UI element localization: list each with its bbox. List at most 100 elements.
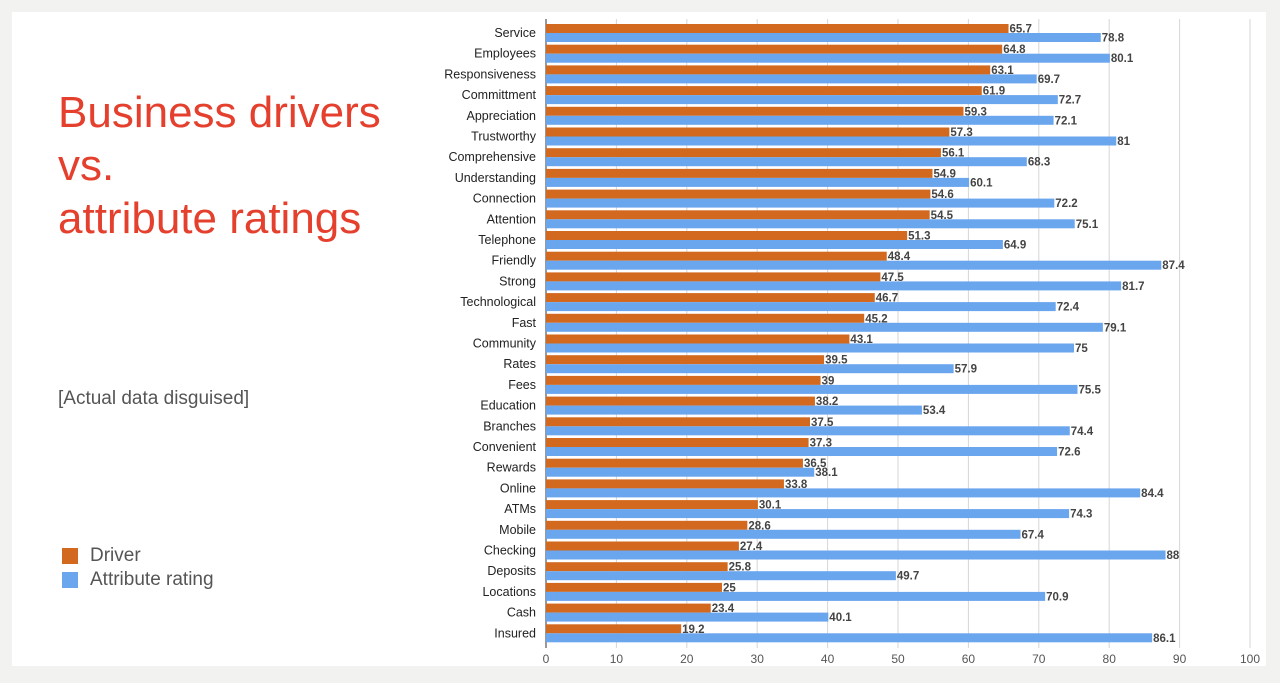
- driver-bar-insured: [546, 624, 682, 634]
- attribute-value-label-rates: 57.9: [955, 364, 977, 376]
- title-line-3: attribute ratings: [58, 194, 362, 243]
- driver-bar-checking: [546, 541, 739, 551]
- driver-bar-fees: [546, 375, 821, 385]
- driver-value-label-checking: 27.4: [740, 541, 763, 553]
- driver-bar-fast: [546, 313, 865, 323]
- driver-bar-attention: [546, 210, 930, 220]
- attribute-value-label-friendly: 87.4: [1162, 260, 1185, 272]
- attribute-bar-employees: [546, 53, 1110, 63]
- attribute-value-label-online: 84.4: [1141, 488, 1164, 500]
- x-tick-label-30: 30: [751, 652, 765, 666]
- driver-value-label-employees: 64.8: [1003, 44, 1026, 56]
- driver-value-label-attention: 54.5: [931, 210, 954, 222]
- driver-bar-friendly: [546, 251, 887, 261]
- driver-bar-branches: [546, 417, 810, 427]
- attribute-value-label-fast: 79.1: [1104, 322, 1127, 334]
- category-label-telephone: Telephone: [478, 233, 536, 247]
- x-tick-label-90: 90: [1173, 652, 1187, 666]
- category-label-connection: Connection: [473, 192, 536, 206]
- category-label-insured: Insured: [494, 626, 536, 640]
- attribute-value-label-convenient: 72.6: [1058, 447, 1080, 459]
- attribute-bar-strong: [546, 281, 1122, 291]
- driver-bar-responsiveness: [546, 65, 991, 75]
- attribute-bar-education: [546, 405, 922, 415]
- attribute-bar-checking: [546, 550, 1166, 560]
- attribute-bar-connection: [546, 198, 1055, 208]
- attribute-bar-understanding: [546, 177, 970, 187]
- legend-item-driver: Driver: [62, 544, 214, 568]
- driver-value-label-community: 43.1: [850, 334, 873, 346]
- x-tick-label-70: 70: [1032, 652, 1046, 666]
- attribute-bar-friendly: [546, 260, 1162, 270]
- category-label-cash: Cash: [507, 606, 536, 620]
- attribute-value-label-connection: 72.2: [1055, 198, 1077, 210]
- driver-value-label-appreciation: 59.3: [964, 106, 986, 118]
- attribute-value-label-locations: 70.9: [1046, 591, 1068, 603]
- driver-bar-trustworthy: [546, 127, 950, 137]
- driver-value-label-deposits: 25.8: [729, 562, 752, 574]
- attribute-bar-appreciation: [546, 115, 1054, 125]
- category-label-rates: Rates: [503, 357, 536, 371]
- attribute-bar-insured: [546, 633, 1153, 643]
- category-label-technological: Technological: [460, 295, 536, 309]
- category-label-atms: ATMs: [504, 502, 536, 516]
- driver-value-label-comprehensive: 56.1: [942, 148, 965, 160]
- driver-bar-technological: [546, 293, 875, 303]
- driver-bar-appreciation: [546, 106, 964, 116]
- driver-value-label-atms: 30.1: [759, 500, 782, 512]
- category-label-branches: Branches: [483, 419, 536, 433]
- driver-value-label-online: 33.8: [785, 479, 808, 491]
- driver-value-label-service: 65.7: [1010, 24, 1032, 36]
- driver-value-label-understanding: 54.9: [933, 168, 955, 180]
- attribute-bar-service: [546, 33, 1101, 42]
- driver-value-label-telephone: 51.3: [908, 231, 930, 243]
- attribute-value-label-service: 78.8: [1102, 33, 1125, 45]
- driver-bar-rates: [546, 355, 825, 365]
- slide-title: Business drivers vs. attribute ratings: [58, 86, 381, 245]
- attribute-value-label-appreciation: 72.1: [1055, 115, 1078, 127]
- driver-value-label-rewards: 36.5: [804, 458, 827, 470]
- driver-bar-service: [546, 24, 1009, 33]
- attribute-bar-committment: [546, 95, 1058, 105]
- attribute-bar-online: [546, 488, 1141, 498]
- attribute-bar-responsiveness: [546, 74, 1037, 84]
- driver-bar-comprehensive: [546, 148, 941, 158]
- attribute-bar-rewards: [546, 467, 815, 477]
- attribute-value-label-understanding: 60.1: [970, 177, 993, 189]
- driver-bar-telephone: [546, 231, 908, 240]
- category-label-comprehensive: Comprehensive: [448, 150, 536, 164]
- data-disclaimer: [Actual data disguised]: [58, 388, 250, 409]
- attribute-value-label-deposits: 49.7: [897, 571, 919, 583]
- attribute-value-label-checking: 88: [1167, 550, 1180, 562]
- attribute-value-label-responsiveness: 69.7: [1038, 74, 1060, 86]
- attribute-value-label-technological: 72.4: [1057, 302, 1080, 314]
- driver-bar-convenient: [546, 438, 809, 447]
- driver-value-label-convenient: 37.3: [810, 438, 832, 450]
- attribute-bar-convenient: [546, 447, 1058, 456]
- attribute-value-label-cash: 40.1: [829, 612, 852, 624]
- driver-bar-mobile: [546, 520, 748, 530]
- x-tick-label-0: 0: [543, 652, 550, 666]
- driver-bar-rewards: [546, 458, 803, 468]
- attribute-bar-cash: [546, 612, 829, 622]
- attribute-value-label-committment: 72.7: [1059, 95, 1081, 107]
- driver-value-label-fees: 39: [822, 375, 835, 387]
- attribute-bar-attention: [546, 219, 1075, 229]
- x-tick-label-10: 10: [610, 652, 624, 666]
- legend-label-driver: Driver: [90, 545, 141, 566]
- driver-value-label-mobile: 28.6: [748, 520, 770, 532]
- driver-value-label-technological: 46.7: [876, 293, 898, 305]
- category-label-locations: Locations: [482, 585, 536, 599]
- category-label-fast: Fast: [512, 316, 537, 330]
- driver-bar-locations: [546, 582, 722, 592]
- driver-value-label-committment: 61.9: [983, 86, 1005, 98]
- driver-value-label-friendly: 48.4: [888, 251, 911, 263]
- attribute-value-label-employees: 80.1: [1111, 53, 1134, 65]
- driver-bar-cash: [546, 603, 711, 613]
- category-label-responsiveness: Responsiveness: [444, 67, 536, 81]
- attribute-value-label-mobile: 67.4: [1021, 529, 1044, 541]
- attribute-bar-fees: [546, 384, 1078, 394]
- attribute-value-label-rewards: 38.1: [815, 467, 838, 479]
- category-label-understanding: Understanding: [455, 171, 536, 185]
